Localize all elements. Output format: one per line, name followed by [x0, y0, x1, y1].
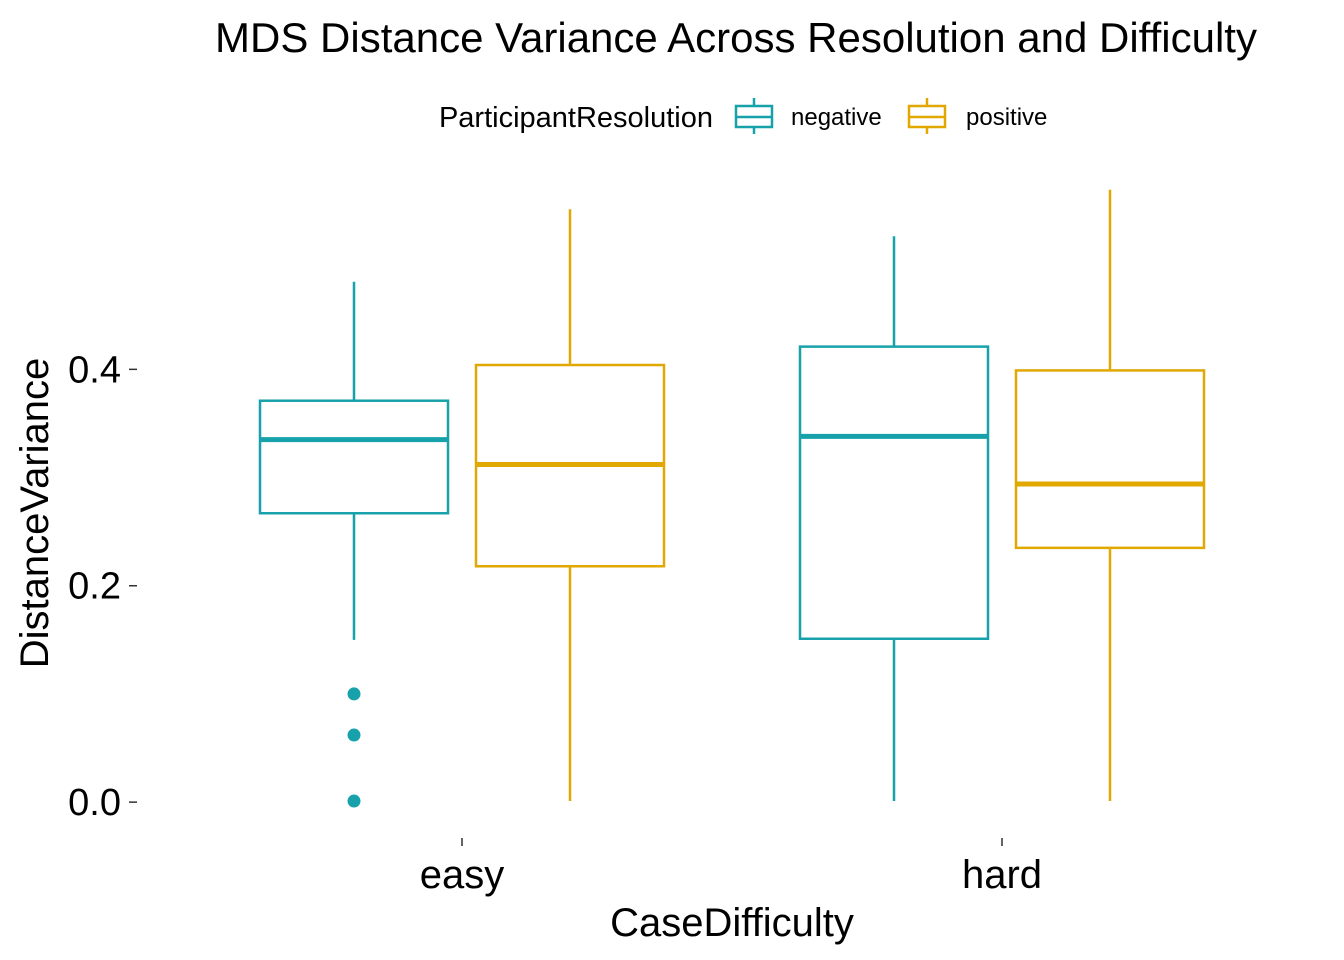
box-iqr: [798, 345, 990, 641]
box-negative-easy: [258, 281, 450, 808]
legend-title: ParticipantResolution: [439, 102, 713, 134]
box-iqr: [1014, 369, 1206, 550]
y-tick-label: 0.0: [68, 782, 121, 824]
x-axis-label: CaseDifficulty: [610, 901, 854, 945]
x-tick-label: hard: [962, 853, 1042, 897]
box-negative-hard: [798, 236, 990, 802]
outlier-point: [347, 728, 361, 742]
plot-area: [258, 189, 1206, 808]
y-tick-label: 0.4: [68, 349, 121, 391]
legend-key-positive: [907, 98, 947, 134]
legend-key-negative: [734, 98, 774, 134]
x-axis: easy hard: [420, 838, 1042, 897]
box-iqr: [258, 399, 450, 515]
legend: ParticipantResolution negative positive: [439, 98, 1047, 134]
y-tick-label: 0.2: [68, 566, 121, 608]
x-tick-label: easy: [420, 853, 505, 897]
outlier-point: [347, 794, 361, 808]
outlier-point: [347, 687, 361, 701]
box-positive-easy: [474, 209, 666, 802]
legend-label-negative: negative: [791, 104, 882, 131]
y-axis: 0.0 0.2 0.4: [68, 349, 137, 824]
chart-title: MDS Distance Variance Across Resolution …: [215, 14, 1257, 61]
box-positive-hard: [1014, 189, 1206, 802]
legend-label-positive: positive: [966, 104, 1047, 131]
y-axis-label: DistanceVariance: [13, 358, 57, 669]
